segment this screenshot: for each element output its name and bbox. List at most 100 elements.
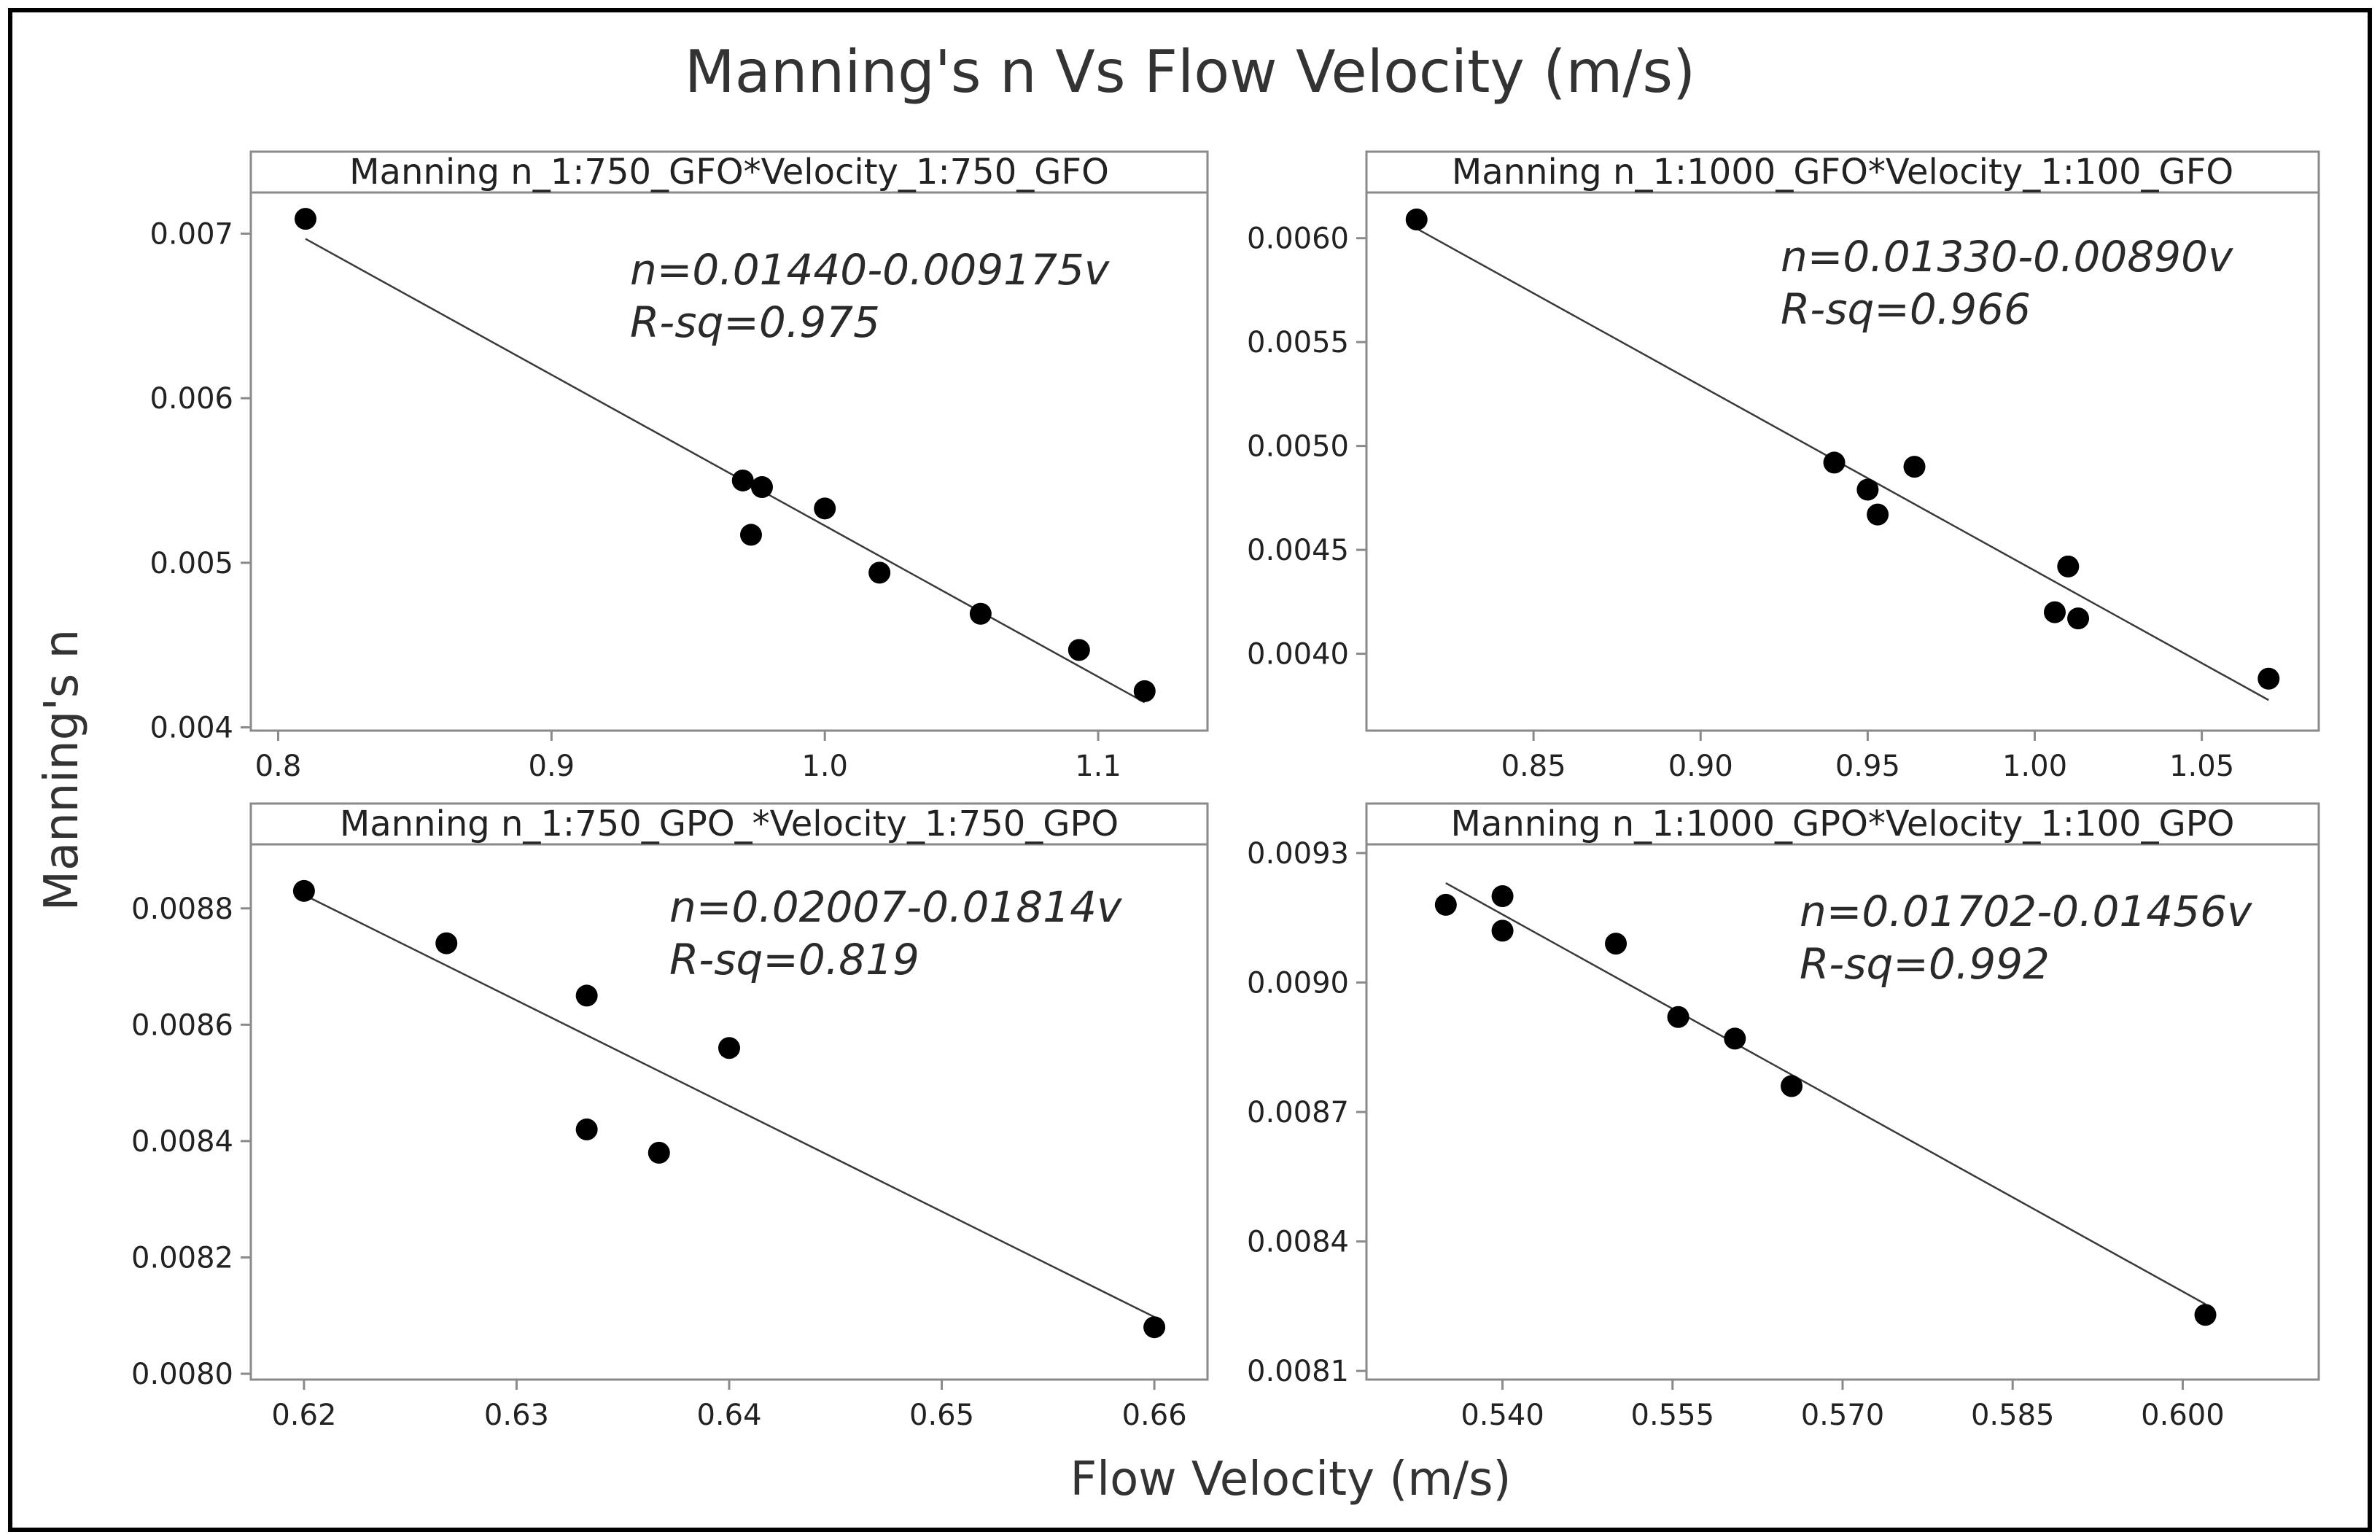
x-tick-label: 0.585 [1971, 1399, 2055, 1432]
y-tick-label: 0.007 [149, 217, 233, 251]
data-point [1068, 639, 1090, 661]
x-tick-label: 0.65 [909, 1399, 974, 1432]
x-tick-label: 0.95 [1835, 750, 1900, 783]
regression-line [303, 894, 1155, 1318]
y-tick-label: 0.0090 [1247, 966, 1349, 1000]
x-tick-label: 0.85 [1501, 750, 1566, 783]
r-squared-label: R-sq=0.992 [1800, 939, 2050, 989]
x-tick-label: 1.1 [1075, 750, 1121, 783]
panel-strip-label: Manning n_1:750_GPO_*Velocity_1:750_GPO [340, 804, 1119, 844]
data-point [731, 469, 754, 491]
data-point [294, 208, 316, 230]
chart-title: Manning's n Vs Flow Velocity (m/s) [685, 38, 1696, 106]
data-point [750, 475, 773, 498]
data-point [1434, 893, 1457, 916]
data-point [1867, 503, 1889, 526]
data-point [2043, 601, 2066, 623]
panel-4: Manning n_1:1000_GPO*Velocity_1:100_GPO 0… [1247, 802, 2320, 1432]
data-point [435, 932, 458, 954]
panel-2: Manning n_1:1000_GFO*Velocity_1:100_GFO 0… [1247, 150, 2320, 783]
x-tick-label: 0.600 [2141, 1399, 2225, 1432]
y-tick-label: 0.005 [149, 547, 233, 580]
y-tick-label: 0.004 [149, 711, 233, 744]
x-tick-label: 0.63 [484, 1399, 549, 1432]
figure-frame [8, 8, 2372, 1532]
data-point [1667, 1006, 1689, 1028]
y-tick-label: 0.0050 [1247, 430, 1349, 464]
y-tick-label: 0.006 [149, 382, 233, 416]
y-axis-label: Manning's n [35, 629, 89, 911]
data-point [1781, 1075, 1803, 1097]
data-point [868, 561, 891, 584]
data-point [969, 602, 992, 625]
panel-plot-area [249, 802, 1209, 1381]
panel-strip [1365, 802, 2320, 846]
regression-line [1445, 882, 2206, 1305]
panel-strip [1365, 150, 2320, 194]
panel-strip-label: Manning n_1:1000_GPO*Velocity_1:100_GPO [1451, 804, 2235, 844]
y-tick-label: 0.0082 [131, 1241, 233, 1275]
panel-strip-label: Manning n_1:750_GFO*Velocity_1:750_GFO [349, 152, 1109, 192]
fit-equation: n=0.01330-0.00890v [1781, 232, 2234, 281]
x-tick-label: 0.64 [696, 1399, 761, 1432]
panel-strip-label: Manning n_1:1000_GFO*Velocity_1:100_GFO [1452, 152, 2233, 192]
data-point [1491, 919, 1514, 942]
data-point [2194, 1304, 2217, 1326]
x-tick-label: 0.90 [1668, 750, 1733, 783]
data-point [1133, 680, 1156, 702]
y-tick-label: 0.0055 [1247, 326, 1349, 359]
y-tick-label: 0.0081 [1247, 1355, 1349, 1388]
data-point [575, 984, 598, 1007]
fit-equation: n=0.01440-0.009175v [630, 245, 1111, 295]
x-tick-label: 0.66 [1122, 1399, 1187, 1432]
y-tick-label: 0.0040 [1247, 638, 1349, 672]
data-point [814, 497, 836, 520]
panel-plot-area [1365, 150, 2320, 732]
panel-strip [249, 150, 1209, 194]
y-tick-label: 0.0080 [131, 1358, 233, 1391]
y-tick-label: 0.0045 [1247, 534, 1349, 567]
data-point [1405, 209, 1428, 231]
data-point [648, 1141, 670, 1164]
data-point [1903, 456, 1926, 478]
r-squared-label: R-sq=0.966 [1781, 284, 2031, 334]
x-tick-label: 0.62 [271, 1399, 336, 1432]
x-tick-label: 0.9 [529, 750, 575, 783]
data-point [1823, 451, 1846, 474]
data-point [2057, 555, 2080, 578]
y-tick-label: 0.0088 [131, 892, 233, 926]
panels-group: Manning n_1:750_GFO*Velocity_1:750_GFO 0.… [131, 150, 2320, 1432]
x-tick-label: 0.570 [1801, 1399, 1885, 1432]
data-point [739, 524, 762, 546]
panel-3: Manning n_1:750_GPO_*Velocity_1:750_GPO 0… [131, 802, 1209, 1432]
panel-1: Manning n_1:750_GFO*Velocity_1:750_GFO 0.… [149, 150, 1209, 783]
data-point [1724, 1027, 1746, 1050]
fit-equation: n=0.02007-0.01814v [669, 882, 1123, 932]
data-point [2067, 607, 2090, 630]
data-point [575, 1118, 598, 1140]
x-tick-label: 1.05 [2169, 750, 2234, 783]
x-tick-label: 0.8 [255, 750, 302, 783]
panel-strip [249, 802, 1209, 846]
data-point [1491, 885, 1514, 908]
r-squared-label: R-sq=0.819 [669, 935, 919, 984]
x-tick-label: 1.0 [801, 750, 848, 783]
x-tick-label: 0.555 [1631, 1399, 1715, 1432]
regression-line [305, 238, 1146, 704]
y-tick-label: 0.0093 [1247, 837, 1349, 871]
data-point [1143, 1316, 1166, 1339]
panel-plot-area [249, 150, 1209, 732]
x-tick-label: 1.00 [2002, 750, 2067, 783]
fit-equation: n=0.01702-0.01456v [1800, 887, 2253, 936]
data-point [718, 1037, 740, 1059]
data-point [2258, 667, 2280, 690]
x-tick-label: 0.540 [1461, 1399, 1544, 1432]
y-tick-label: 0.0086 [131, 1008, 233, 1042]
panel-plot-area [1365, 802, 2320, 1381]
y-tick-label: 0.0084 [1247, 1226, 1349, 1259]
y-tick-label: 0.0087 [1247, 1096, 1349, 1129]
y-tick-label: 0.0060 [1247, 222, 1349, 256]
x-axis-label: Flow Velocity (m/s) [1070, 1452, 1511, 1506]
y-tick-label: 0.0084 [131, 1125, 233, 1159]
